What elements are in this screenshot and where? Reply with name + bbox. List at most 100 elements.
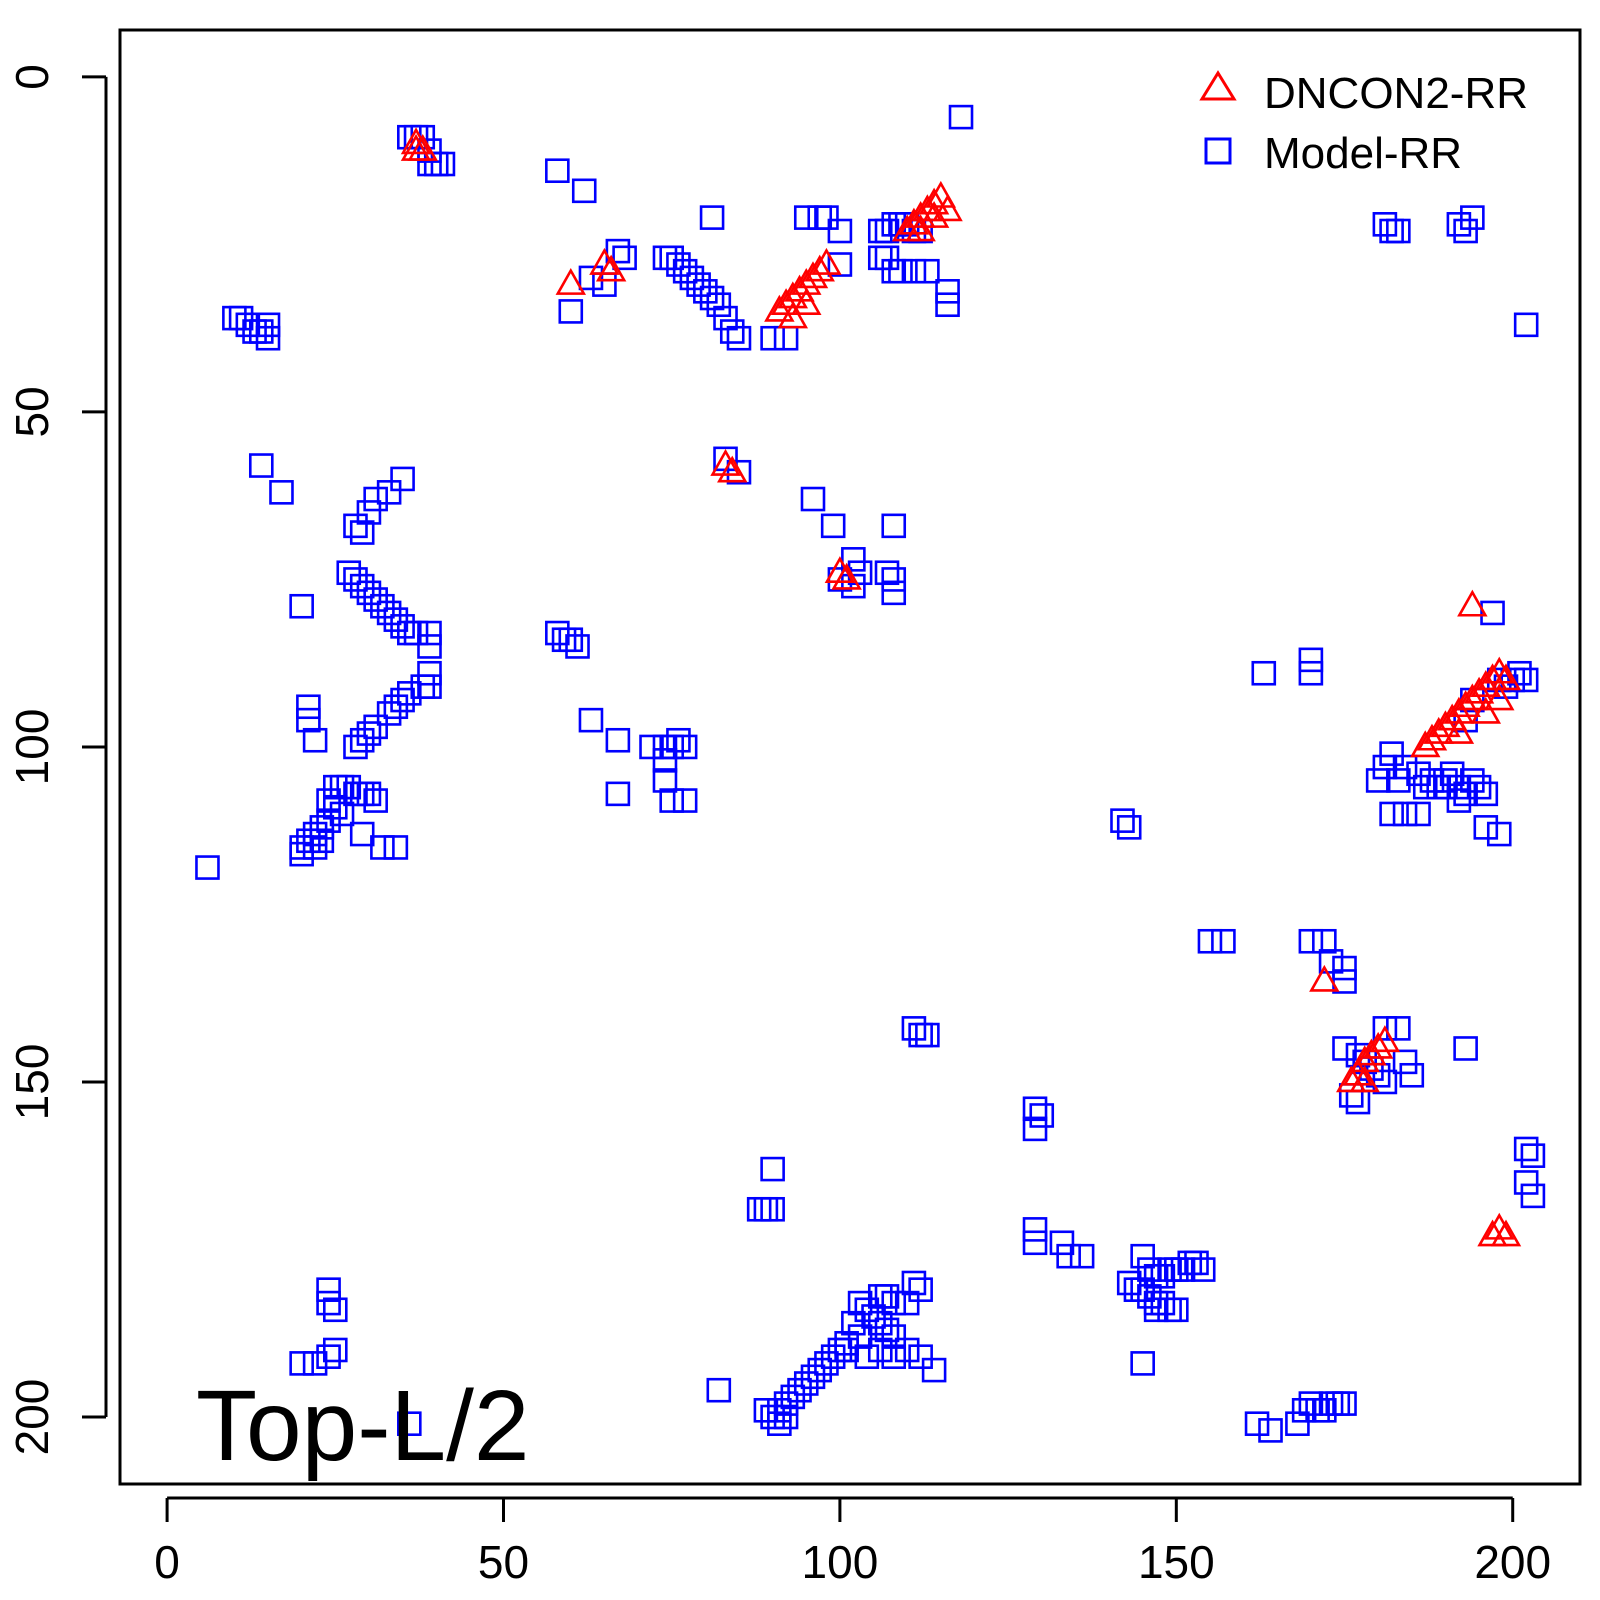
- model-rr-point: [1520, 1143, 1546, 1168]
- model-rr-point: [820, 1344, 846, 1369]
- model-rr-point: [1116, 1270, 1142, 1296]
- dncon2-rr-point: [824, 556, 856, 584]
- model-rr-point: [349, 573, 375, 599]
- model-rr-point: [1392, 1049, 1418, 1075]
- model-rr-point: [376, 701, 402, 726]
- dncon2-rr-point: [1416, 723, 1448, 751]
- plot-frame: [118, 28, 1582, 1486]
- model-rr-point: [430, 151, 456, 177]
- dncon2-rr-point: [717, 455, 748, 483]
- dncon2-rr-point: [595, 254, 627, 282]
- dncon2-rr-point: [710, 448, 741, 476]
- model-rr-point: [760, 1404, 785, 1430]
- model-rr-point: [302, 835, 328, 860]
- model-rr-point: [1251, 660, 1277, 686]
- model-rr-point: [235, 312, 261, 338]
- model-rr-point: [659, 245, 685, 271]
- model-rr-point: [854, 1344, 880, 1369]
- model-rr-point: [1460, 205, 1485, 230]
- model-rr-point: [363, 486, 388, 512]
- legend-marker-model: [1204, 137, 1232, 165]
- model-rr-point: [558, 299, 584, 324]
- model-rr-point: [1150, 1263, 1176, 1289]
- model-rr-point: [1069, 1243, 1095, 1269]
- model-rr-point: [793, 205, 819, 230]
- dncon2-rr-point: [791, 267, 822, 295]
- model-rr-point: [296, 828, 321, 854]
- dncon2-rr-point: [918, 187, 950, 215]
- model-rr-point: [545, 620, 570, 646]
- model-rr-point: [248, 453, 274, 478]
- dncon2-rr-point: [1349, 1065, 1380, 1093]
- model-rr-point: [370, 835, 395, 860]
- model-rr-point: [874, 245, 900, 271]
- model-rr-point: [289, 1351, 314, 1376]
- y-tick-label-100: 100: [6, 709, 58, 786]
- model-rr-point: [1298, 660, 1324, 686]
- x-tick-label-200: 200: [1474, 1536, 1551, 1588]
- model-rr-point: [397, 681, 422, 706]
- model-rr-point: [901, 1016, 927, 1041]
- model-rr-point: [1137, 1284, 1162, 1309]
- model-rr-point: [1453, 781, 1478, 807]
- x-tick-label-50: 50: [478, 1536, 529, 1588]
- dncon2-rr-point: [1342, 1058, 1374, 1086]
- model-rr-point: [349, 727, 375, 753]
- model-rr-point: [296, 707, 321, 733]
- model-rr-point: [356, 721, 382, 746]
- model-rr-point: [915, 1022, 940, 1048]
- model-rr-point: [726, 325, 752, 351]
- model-rr-point: [1130, 1243, 1155, 1269]
- model-rr-point: [322, 1297, 348, 1323]
- model-rr-point: [1197, 928, 1223, 954]
- model-rr-point: [1513, 312, 1539, 338]
- model-rr-point: [1022, 1217, 1048, 1242]
- y-tick-label-200: 200: [6, 1379, 58, 1456]
- model-rr-point: [915, 258, 940, 284]
- model-rr-point: [867, 1337, 893, 1363]
- model-rr-point: [780, 1384, 806, 1410]
- model-rr-point: [1439, 761, 1465, 787]
- dncon2-rr-point: [811, 247, 842, 275]
- legend: DNCON2-RR Model-RR: [1199, 69, 1528, 178]
- panel-label: Top-L/2: [196, 1370, 530, 1482]
- model-rr-point: [376, 600, 402, 626]
- model-rr-point: [417, 660, 442, 686]
- model-rr-point: [1244, 1411, 1270, 1436]
- model-rr-point: [302, 1351, 328, 1376]
- dncon2-rr-point: [932, 194, 963, 222]
- model-rr-point: [834, 1337, 859, 1363]
- data-points: [195, 104, 1546, 1443]
- model-rr-point: [1170, 1257, 1196, 1282]
- model-rr-point: [248, 319, 274, 344]
- model-rr-point: [874, 1284, 900, 1309]
- model-rr-point: [1110, 808, 1135, 833]
- model-rr-point: [289, 841, 314, 867]
- model-rr-point: [343, 567, 368, 592]
- dncon2-rr-point: [1450, 690, 1481, 718]
- model-rr-point: [605, 781, 631, 807]
- model-rr-point: [935, 292, 960, 318]
- dncon2-rr-point: [791, 288, 822, 316]
- model-rr-point: [847, 1324, 873, 1349]
- model-rr-point: [881, 513, 907, 539]
- model-rr-point: [874, 1317, 900, 1343]
- model-rr-point: [666, 252, 691, 277]
- legend-label-model: Model-RR: [1264, 129, 1462, 178]
- axes: 0 50 100 150 200 0 50 100 150 200: [6, 64, 1551, 1588]
- model-rr-point: [1473, 781, 1499, 807]
- model-rr-point: [1453, 218, 1478, 244]
- model-rr-point: [820, 513, 846, 539]
- model-rr-point: [390, 687, 415, 713]
- dncon2-rr-point: [777, 301, 809, 329]
- model-rr-point: [363, 788, 388, 813]
- model-rr-point: [672, 258, 698, 284]
- model-rr-point: [713, 305, 738, 331]
- model-rr-point: [605, 727, 631, 753]
- model-rr-point: [417, 138, 442, 163]
- model-rr-point: [1190, 1257, 1216, 1282]
- model-rr-point: [349, 821, 375, 847]
- model-rr-point: [706, 292, 732, 318]
